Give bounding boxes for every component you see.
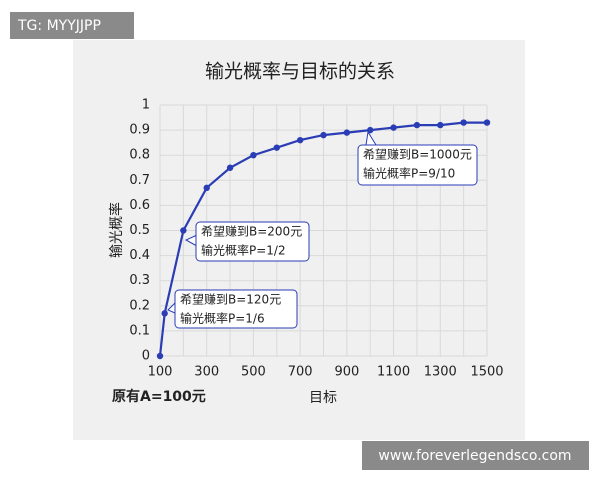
callout-text: 希望赚到B=120元 xyxy=(180,292,281,307)
watermark-box xyxy=(10,12,134,39)
y-tick-label: 0.9 xyxy=(129,123,150,138)
callout-text: 希望赚到B=1000元 xyxy=(363,147,472,162)
y-tick-label: 0.6 xyxy=(129,198,150,213)
watermark-box xyxy=(362,441,589,470)
point xyxy=(460,119,467,126)
x-tick-label: 1500 xyxy=(470,365,503,380)
y-tick-label: 0 xyxy=(142,349,150,364)
y-tick-label: 0.4 xyxy=(129,248,150,263)
callout-box xyxy=(357,144,478,186)
callout-text: 输光概率P=1/6 xyxy=(180,311,265,326)
watermark-text: TG: MYYJJPP xyxy=(17,18,101,34)
x-axis-label: 目标 xyxy=(309,390,337,406)
point xyxy=(203,184,210,192)
x-tick-label: 500 xyxy=(241,365,266,380)
x-tick-label: 1100 xyxy=(377,365,410,380)
watermark-text: www.foreverlegendsco.com xyxy=(378,448,571,464)
point xyxy=(390,124,397,131)
point xyxy=(437,121,444,129)
callout-text: 输光概率P=9/10 xyxy=(363,166,455,181)
y-tick-label: 1 xyxy=(142,98,150,113)
point xyxy=(226,164,234,171)
point xyxy=(156,352,164,360)
y-tick-label: 0.1 xyxy=(129,323,150,338)
point xyxy=(161,310,168,317)
point xyxy=(413,121,421,129)
point xyxy=(367,126,374,134)
note: 原有A=100元 xyxy=(112,388,206,405)
x-tick-label: 900 xyxy=(334,365,359,380)
point xyxy=(320,131,327,139)
point xyxy=(483,119,491,126)
line xyxy=(158,121,487,357)
point xyxy=(273,144,280,151)
x-tick-label: 700 xyxy=(288,365,313,380)
y-tick-label: 0.2 xyxy=(129,298,150,313)
y-tick-label: 0.7 xyxy=(129,173,150,188)
x-tick-label: 100 xyxy=(148,365,173,380)
point xyxy=(180,227,187,234)
x-tick-label: 1300 xyxy=(424,365,457,380)
point xyxy=(296,136,304,144)
chart-title: 输光概率与目标的关系 xyxy=(205,61,395,83)
y-tick-label: 0.8 xyxy=(129,148,150,163)
point xyxy=(343,129,351,136)
y-tick-label: 0.5 xyxy=(129,223,150,238)
callout-box xyxy=(195,221,310,262)
y-tick-label: 0.3 xyxy=(129,273,150,288)
callout-box xyxy=(174,289,298,329)
callout-text: 希望赚到B=200元 xyxy=(201,224,302,239)
y-axis-label: 输光概率 xyxy=(108,202,125,258)
x-tick-label: 300 xyxy=(194,365,219,380)
callout-text: 输光概率P=1/2 xyxy=(201,243,286,258)
point xyxy=(250,152,257,159)
